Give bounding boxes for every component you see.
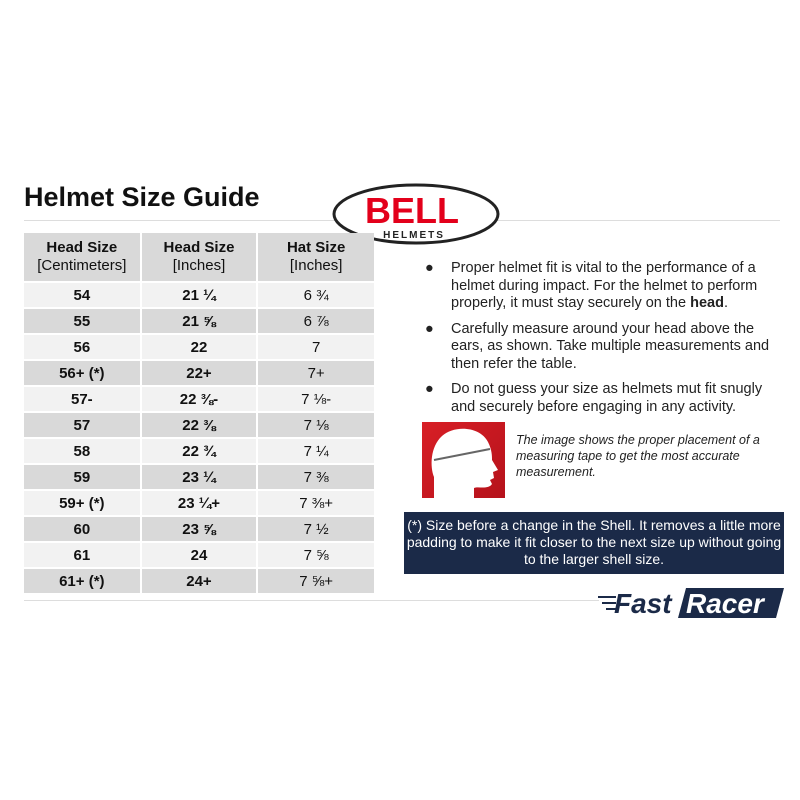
table-cell: 7 ⅛ — [257, 412, 374, 439]
brand-part2: Racer — [686, 588, 766, 619]
bell-helmets-logo: BELL HELMETS — [332, 183, 500, 245]
table-cell: 23 ⅝ — [140, 516, 259, 543]
table-row: 57- 22 ⅜- 7 ⅛- — [24, 386, 374, 413]
table-row: 61 24 7 ⅝ — [24, 542, 374, 569]
bullet-end: . — [723, 295, 728, 311]
table-cell: 24+ — [140, 568, 259, 595]
table-row: 61+ (*) 24+ 7 ⅝+ — [24, 568, 374, 595]
table-cell: 7 ¼ — [257, 438, 374, 465]
table-cell: 7 ⅜ — [257, 464, 374, 491]
table-row: 56+ (*) 22+ 7+ — [24, 360, 374, 387]
column-header: Head Size [Inches] — [140, 233, 259, 283]
table-cell: 7 ⅛- — [257, 386, 374, 413]
bullet-text: Do not guess your size as helmets mut fi… — [451, 381, 763, 415]
bullet-text: Carefully measure around your head above… — [451, 320, 770, 372]
bullet-item: ● Carefully measure around your head abov… — [425, 320, 770, 372]
column-header: Hat Size [Inches] — [257, 233, 374, 283]
bottom-divider — [24, 600, 599, 601]
fastracer-logo: Fast Racer — [598, 588, 784, 619]
table-cell: 7 ⅝ — [257, 542, 374, 569]
table-cell: 57- — [24, 386, 142, 413]
table-cell: 23 ¼+ — [140, 490, 259, 517]
bullet-item: ● Proper helmet fit is vital to the perfo… — [425, 260, 758, 311]
column-header: Head Size [Centimeters] — [24, 233, 142, 283]
table-cell: 59 — [24, 464, 142, 491]
header-unit: [Inches] — [172, 257, 226, 274]
table-cell: 61 — [24, 542, 142, 569]
table-cell: 55 — [24, 308, 142, 335]
header-main: Hat Size — [286, 239, 346, 256]
table-row: 56 22 7 — [24, 334, 374, 361]
bullet-item: ● Do not guess your size as helmets mut f… — [425, 381, 763, 415]
table-cell: 22+ — [140, 360, 259, 387]
table-cell: 7 — [257, 334, 374, 361]
table-cell: 56+ (*) — [24, 360, 142, 387]
header-main: Head Size — [46, 239, 118, 256]
table-cell: 22 ⅜ — [140, 412, 259, 439]
table-cell: 23 ¼ — [140, 464, 259, 491]
logo-brand-text: BELL — [365, 190, 459, 231]
table-cell: 56 — [24, 334, 142, 361]
brand-part1: Fast — [614, 588, 673, 619]
header-unit: [Inches] — [289, 257, 343, 274]
table-cell: 21 ¼ — [140, 282, 259, 309]
table-cell: 7+ — [257, 360, 374, 387]
table-cell: 7 ½ — [257, 516, 374, 543]
table-cell: 6 ⅞ — [257, 308, 374, 335]
table-cell: 22 ⅜- — [140, 386, 259, 413]
size-table: Head Size [Centimeters] Head Size [Inches] H… — [24, 233, 374, 595]
table-cell: 21 ⅝ — [140, 308, 259, 335]
bullet-bold: head — [690, 295, 724, 311]
shell-size-note: (*) Size before a change in the Shell. I… — [404, 512, 784, 574]
table-cell: 61+ (*) — [24, 568, 142, 595]
table-cell: 22 — [140, 334, 259, 361]
table-cell: 58 — [24, 438, 142, 465]
image-caption: The image shows the proper placement of … — [516, 433, 760, 479]
table-cell: 24 — [140, 542, 259, 569]
table-cell: 22 ¾ — [140, 438, 259, 465]
bullet-text: Proper helmet fit is vital to the perfor… — [451, 260, 758, 311]
table-cell: 7 ⅝+ — [257, 568, 374, 595]
table-cell: 54 — [24, 282, 142, 309]
page-title: Helmet Size Guide — [24, 182, 260, 212]
table-cell: 59+ (*) — [24, 490, 142, 517]
table-cell: 6 ¾ — [257, 282, 374, 309]
table-row: 59+ (*) 23 ¼+ 7 ⅜+ — [24, 490, 374, 517]
table-cell: 57 — [24, 412, 142, 439]
table-cell: 60 — [24, 516, 142, 543]
head-measurement-image — [422, 422, 505, 498]
fit-instructions: ● Proper helmet fit is vital to the perfo… — [425, 260, 775, 424]
header-main: Head Size — [163, 239, 235, 256]
header-unit: [Centimeters] — [37, 257, 127, 274]
logo-sub-text: HELMETS — [383, 230, 445, 241]
table-cell: 7 ⅜+ — [257, 490, 374, 517]
